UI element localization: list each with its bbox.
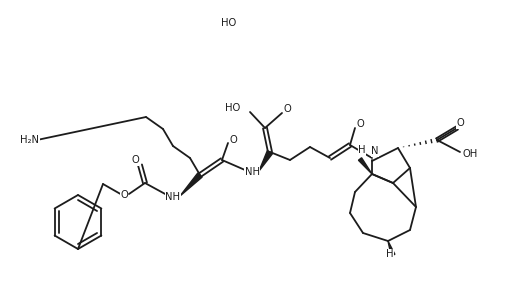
Text: O: O [131,155,139,165]
Text: O: O [120,190,128,200]
Text: H: H [358,145,366,155]
Text: O: O [283,104,291,114]
Text: NH: NH [166,192,180,202]
Text: O: O [456,118,464,128]
Polygon shape [180,173,202,196]
Text: HO: HO [221,18,236,28]
Text: O: O [356,119,364,129]
Text: N: N [371,146,379,156]
Polygon shape [388,241,395,256]
Text: H: H [386,249,394,259]
Polygon shape [259,150,273,171]
Text: NH: NH [244,167,260,177]
Text: H₂N: H₂N [20,135,39,145]
Polygon shape [359,158,372,174]
Text: O: O [229,135,237,145]
Text: HO: HO [225,103,240,113]
Text: OH: OH [462,149,478,159]
